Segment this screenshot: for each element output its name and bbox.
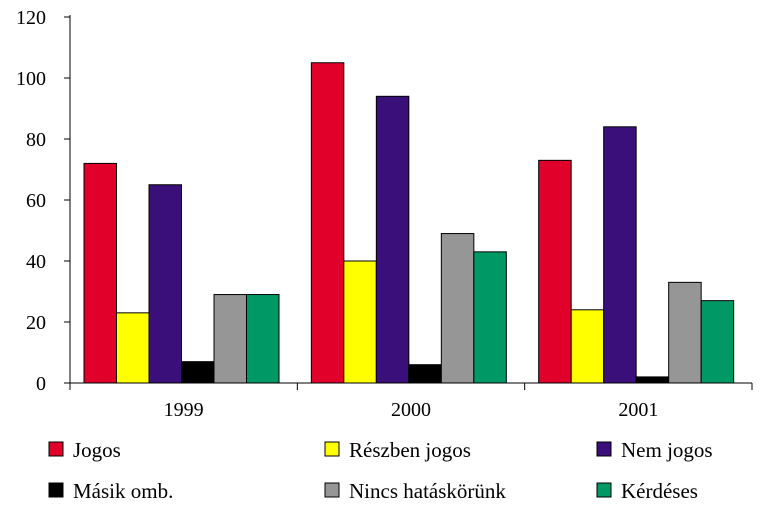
bar-2-2 [603,126,637,384]
legend-label-0: Jogos [73,438,121,462]
y-tick-label: 0 [36,373,46,395]
plot-area: 0 20 40 60 80 100 120 1999 2000 2001 [16,7,753,421]
bar-1-1 [343,260,377,384]
legend-label-3: Másik omb. [73,479,173,503]
legend-label-1: Részben jogos [349,438,471,462]
bar-1-0 [310,62,345,384]
bar-2-0 [538,159,572,384]
bar-1-4 [440,233,475,384]
y-tick-label: 100 [16,68,46,90]
y-tick-label: 40 [26,251,46,273]
x-tick-label: 2000 [391,399,431,421]
bar-0-2 [148,184,182,384]
bar-0-3 [181,361,215,384]
bar-2-5 [700,300,735,384]
bar-2-1 [570,309,605,384]
legend-swatch-1 [324,441,340,457]
y-tick-label: 60 [26,190,46,212]
bar-2-3 [635,376,670,384]
bar-0-5 [246,294,280,384]
legend-label-4: Nincs hatáskörünk [349,479,506,503]
x-tick-label: 1999 [164,399,204,421]
legend-swatch-3 [48,482,64,498]
legend-swatch-0 [48,441,64,457]
bar-1-5 [473,251,507,384]
y-tick-label: 80 [26,129,46,151]
bar-0-0 [83,162,117,384]
legend-swatch-4 [324,482,340,498]
bar-1-3 [408,364,442,384]
x-tick-label: 2001 [618,399,658,421]
bar-2-4 [668,281,702,384]
legend-swatch-2 [596,441,612,457]
y-tick-label: 20 [26,312,46,334]
legend-swatch-5 [596,482,612,498]
bar-0-4 [213,294,247,384]
legend-label-5: Kérdéses [621,479,698,503]
legend-label-2: Nem jogos [621,438,713,462]
bar-1-2 [375,95,410,384]
y-tick-label: 120 [16,7,46,29]
legend: Jogos Részben jogos Nem jogos Másik omb. Nin… [48,438,713,503]
bar-0-1 [116,312,150,384]
